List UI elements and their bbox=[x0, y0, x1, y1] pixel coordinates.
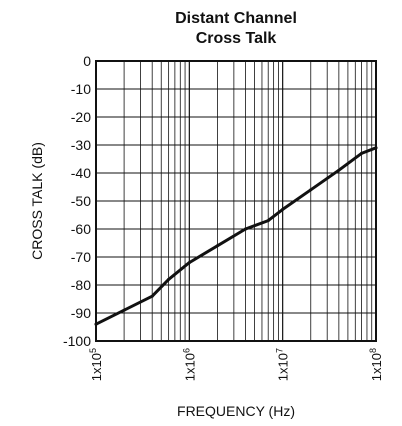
data-point bbox=[187, 261, 191, 265]
data-point bbox=[167, 277, 171, 281]
y-tick-label: -50 bbox=[71, 193, 91, 209]
y-tick-label: -20 bbox=[71, 109, 91, 125]
y-tick-label: 0 bbox=[83, 53, 91, 69]
data-point bbox=[215, 244, 219, 248]
y-axis-ticks: 0 -10 -20 -30 -40 -50 -60 -70 -80 -90 -100 bbox=[63, 53, 91, 349]
chart-title-line-1: Distant Channel bbox=[175, 10, 297, 27]
y-tick-label: -40 bbox=[71, 165, 91, 181]
data-point bbox=[266, 219, 270, 223]
y-tick-label: -90 bbox=[71, 305, 91, 321]
x-tick-label: 1x107 bbox=[275, 348, 291, 381]
data-point bbox=[309, 188, 313, 192]
data-point bbox=[150, 294, 154, 298]
data-point bbox=[244, 227, 248, 231]
chart-grid bbox=[96, 61, 376, 341]
data-point bbox=[281, 207, 285, 211]
y-axis-label: CROSS TALK (dB) bbox=[29, 142, 45, 260]
y-tick-label: -10 bbox=[71, 81, 91, 97]
y-tick-label: -70 bbox=[71, 249, 91, 265]
series-group bbox=[94, 146, 378, 326]
plot-frame bbox=[95, 60, 377, 342]
chart-title-line-2: Cross Talk bbox=[196, 30, 277, 47]
data-point bbox=[360, 151, 364, 155]
data-point bbox=[122, 308, 126, 312]
y-tick-label: -100 bbox=[63, 333, 91, 349]
y-tick-label: -30 bbox=[71, 137, 91, 153]
x-axis-ticks: 1x105 1x106 1x107 1x108 bbox=[88, 348, 384, 381]
x-tick-label: 1x105 bbox=[88, 348, 104, 381]
y-tick-label: -80 bbox=[71, 277, 91, 293]
x-tick-label: 1x108 bbox=[368, 348, 384, 381]
x-tick-label: 1x106 bbox=[181, 348, 197, 381]
y-tick-label: -60 bbox=[71, 221, 91, 237]
data-point bbox=[337, 168, 341, 172]
series-line-0 bbox=[94, 146, 378, 326]
x-axis-label: FREQUENCY (Hz) bbox=[177, 403, 295, 419]
